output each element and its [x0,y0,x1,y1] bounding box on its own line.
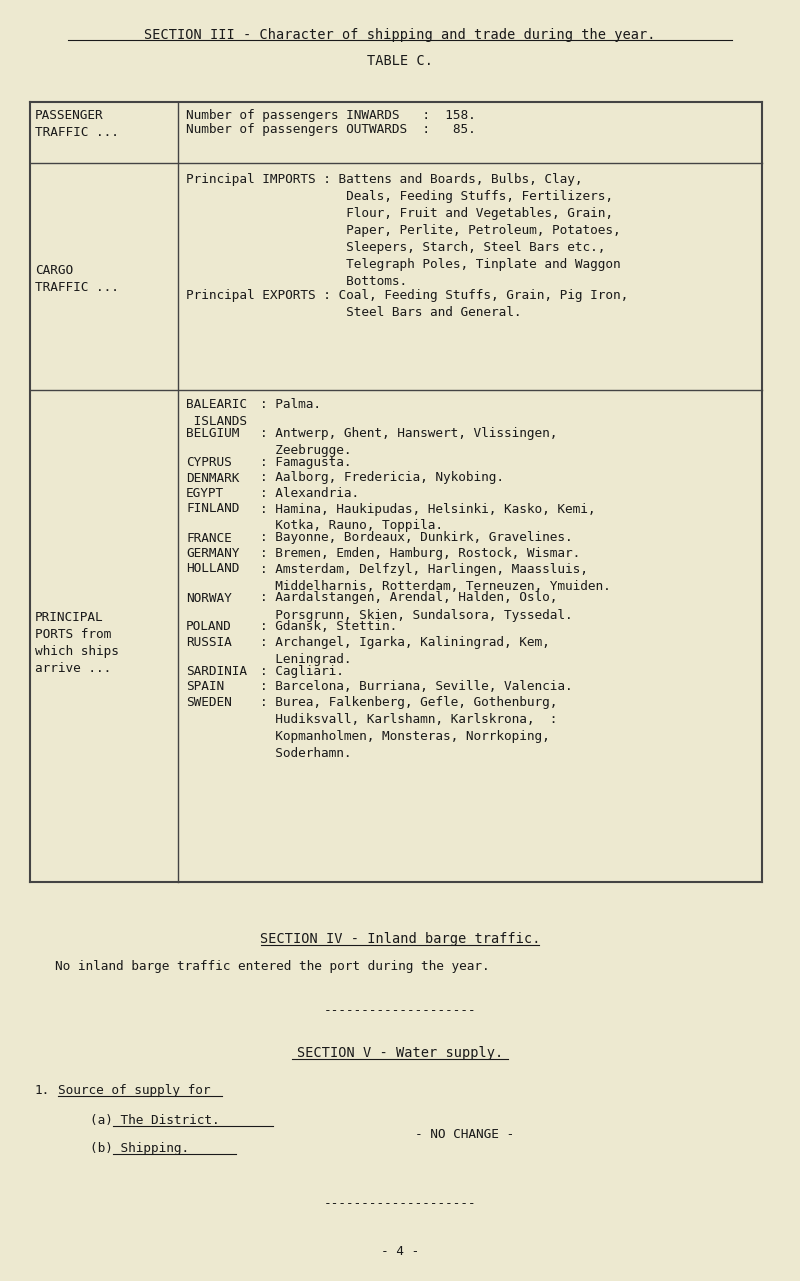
Text: BELGIUM: BELGIUM [186,427,239,439]
Text: PASSENGER
TRAFFIC ...: PASSENGER TRAFFIC ... [35,109,119,140]
Text: : Famagusta.: : Famagusta. [260,456,351,469]
Text: - NO CHANGE -: - NO CHANGE - [415,1129,514,1141]
Text: : Bremen, Emden, Hamburg, Rostock, Wismar.: : Bremen, Emden, Hamburg, Rostock, Wisma… [260,547,580,560]
Text: : Burea, Falkenberg, Gefle, Gothenburg,
  Hudiksvall, Karlshamn, Karlskrona,  :
: : Burea, Falkenberg, Gefle, Gothenburg, … [260,696,558,760]
Text: BALEARIC
 ISLANDS: BALEARIC ISLANDS [186,398,247,428]
Text: SECTION V - Water supply.: SECTION V - Water supply. [297,1047,503,1059]
Text: Principal IMPORTS : Battens and Boards, Bulbs, Clay,
                     Deals,: Principal IMPORTS : Battens and Boards, … [186,173,621,288]
Text: : Cagliari.: : Cagliari. [260,665,344,678]
Text: Source of supply for: Source of supply for [58,1084,210,1097]
Text: (a) The District.: (a) The District. [90,1114,220,1127]
Text: : Amsterdam, Delfzyl, Harlingen, Maassluis,
  Middelharnis, Rotterdam, Terneuzen: : Amsterdam, Delfzyl, Harlingen, Maasslu… [260,562,610,593]
Text: DENMARK: DENMARK [186,471,239,484]
Text: Number of passengers INWARDS   :  158.: Number of passengers INWARDS : 158. [186,109,476,122]
Text: --------------------: -------------------- [324,1004,476,1017]
Text: : Hamina, Haukipudas, Helsinki, Kasko, Kemi,
  Kotka, Rauno, Toppila.: : Hamina, Haukipudas, Helsinki, Kasko, K… [260,502,595,533]
Text: : Alexandria.: : Alexandria. [260,487,359,500]
Text: : Bayonne, Bordeaux, Dunkirk, Gravelines.: : Bayonne, Bordeaux, Dunkirk, Gravelines… [260,532,573,544]
Text: SARDINIA: SARDINIA [186,665,247,678]
Text: : Palma.: : Palma. [260,398,321,411]
Text: PRINCIPAL
PORTS from
which ships
arrive ...: PRINCIPAL PORTS from which ships arrive … [35,611,119,675]
Text: : Gdansk, Stettin.: : Gdansk, Stettin. [260,620,398,634]
Text: TABLE C.: TABLE C. [367,54,433,68]
Text: SECTION IV - Inland barge traffic.: SECTION IV - Inland barge traffic. [260,933,540,945]
Text: EGYPT: EGYPT [186,487,224,500]
Text: : Barcelona, Burriana, Seville, Valencia.: : Barcelona, Burriana, Seville, Valencia… [260,680,573,693]
Text: : Antwerp, Ghent, Hanswert, Vlissingen,
  Zeebrugge.: : Antwerp, Ghent, Hanswert, Vlissingen, … [260,427,558,457]
Text: SWEDEN: SWEDEN [186,696,232,708]
Text: HOLLAND: HOLLAND [186,562,239,575]
Text: SPAIN: SPAIN [186,680,224,693]
Text: FRANCE: FRANCE [186,532,232,544]
Text: Number of passengers OUTWARDS  :   85.: Number of passengers OUTWARDS : 85. [186,123,476,136]
Text: CARGO
TRAFFIC ...: CARGO TRAFFIC ... [35,264,119,295]
Text: : Archangel, Igarka, Kaliningrad, Kem,
  Leningrad.: : Archangel, Igarka, Kaliningrad, Kem, L… [260,635,550,666]
Text: CYPRUS: CYPRUS [186,456,232,469]
Text: FINLAND: FINLAND [186,502,239,515]
Text: --------------------: -------------------- [324,1196,476,1211]
Text: NORWAY: NORWAY [186,592,232,605]
Text: - 4 -: - 4 - [381,1245,419,1258]
Text: No inland barge traffic entered the port during the year.: No inland barge traffic entered the port… [55,959,490,974]
Text: (b) Shipping.: (b) Shipping. [90,1141,189,1155]
Text: : Aardalstangen, Arendal, Halden, Oslo,
  Porsgrunn, Skien, Sundalsora, Tyssedal: : Aardalstangen, Arendal, Halden, Oslo, … [260,592,573,621]
Text: Principal EXPORTS : Coal, Feeding Stuffs, Grain, Pig Iron,
                     : Principal EXPORTS : Coal, Feeding Stuffs… [186,290,628,319]
Text: : Aalborg, Fredericia, Nykobing.: : Aalborg, Fredericia, Nykobing. [260,471,504,484]
Text: 1.: 1. [35,1084,50,1097]
Text: POLAND: POLAND [186,620,232,634]
Text: GERMANY: GERMANY [186,547,239,560]
Text: SECTION III - Character of shipping and trade during the year.: SECTION III - Character of shipping and … [144,28,656,42]
Text: RUSSIA: RUSSIA [186,635,232,649]
